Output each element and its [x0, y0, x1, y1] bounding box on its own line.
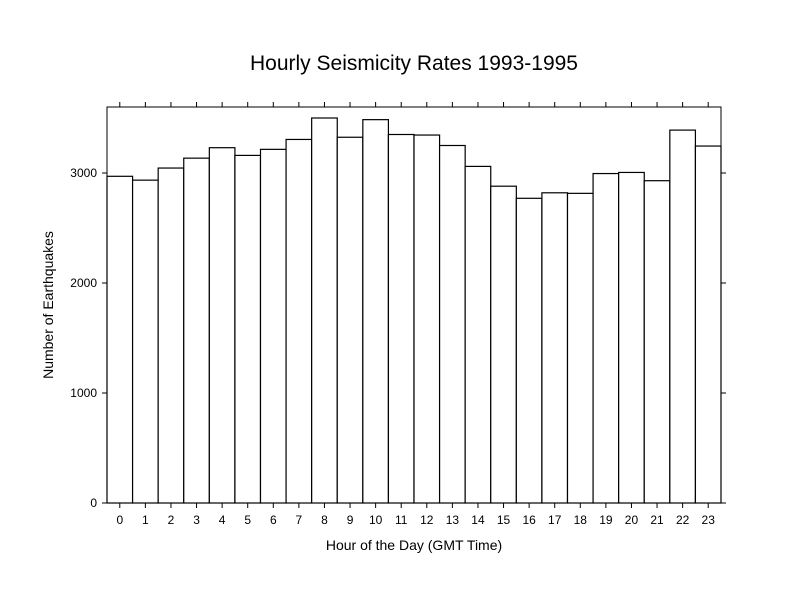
bar-hour-4	[208, 147, 236, 504]
x-axis-title: Hour of the Day (GMT Time)	[326, 537, 502, 553]
y-tick-label: 0	[90, 496, 97, 510]
x-tick-label: 15	[497, 513, 511, 527]
x-tick-label: 10	[369, 513, 383, 527]
x-tick-label: 16	[522, 513, 536, 527]
plot-frame	[106, 106, 722, 504]
x-tick-label: 6	[270, 513, 277, 527]
bar-hour-7	[285, 138, 313, 504]
bar-hour-3	[183, 157, 210, 504]
bar-hour-6	[259, 148, 287, 504]
axis-ticks: 0 1 2 3 4 5 6 7 8 9 10 11 12 13 14 15 16 17 18 19 20 21 22 2301…	[70, 102, 726, 527]
x-tick-label: 17	[548, 513, 562, 527]
x-tick-label: 8	[321, 513, 328, 527]
y-axis-title: Number of Earthquakes	[40, 231, 56, 379]
x-tick-label: 11	[395, 513, 408, 527]
x-tick-label: 22	[676, 513, 690, 527]
bar-hour-0	[106, 175, 134, 504]
chart-title: Hourly Seismicity Rates 1993-1995	[250, 52, 578, 75]
x-tick-label: 9	[347, 513, 354, 527]
x-tick-label: 13	[446, 513, 460, 527]
y-tick-label: 1000	[70, 386, 97, 400]
x-tick-label: 12	[420, 513, 434, 527]
bar-hour-16	[515, 197, 543, 504]
bar-hour-18	[566, 192, 594, 504]
bar-hour-8	[311, 117, 338, 504]
bar-hour-19	[592, 172, 620, 504]
x-tick-label: 3	[193, 513, 200, 527]
x-tick-label: 18	[574, 513, 588, 527]
x-tick-label: 1	[142, 513, 149, 527]
bar-hour-23	[694, 145, 722, 504]
x-tick-label: 23	[702, 513, 716, 527]
bar-hour-20	[618, 171, 645, 504]
bar-hour-13	[438, 144, 466, 504]
x-tick-label: 14	[471, 513, 485, 527]
y-tick-label: 2000	[70, 276, 97, 290]
bar-hour-22	[669, 129, 697, 504]
x-tick-label: 5	[244, 513, 251, 527]
bar-hour-12	[413, 134, 441, 504]
bar-hour-11	[387, 133, 415, 504]
bar-hour-15	[490, 185, 517, 504]
bar-hour-14	[464, 165, 492, 504]
x-tick-label: 20	[625, 513, 639, 527]
bar-hour-2	[157, 167, 185, 504]
bar-hour-10	[362, 119, 390, 504]
x-tick-label: 0	[116, 513, 123, 527]
x-tick-label: 4	[219, 513, 226, 527]
bar-hour-17	[541, 192, 569, 504]
x-tick-label: 7	[296, 513, 303, 527]
x-tick-label: 19	[599, 513, 613, 527]
y-tick-label: 3000	[70, 166, 97, 180]
x-tick-label: 21	[650, 513, 664, 527]
bar-hour-1	[131, 179, 159, 504]
bars	[106, 117, 722, 504]
bar-hour-21	[643, 180, 671, 504]
bar-hour-9	[336, 136, 364, 504]
bar-hour-5	[234, 154, 262, 504]
x-tick-label: 2	[168, 513, 175, 527]
